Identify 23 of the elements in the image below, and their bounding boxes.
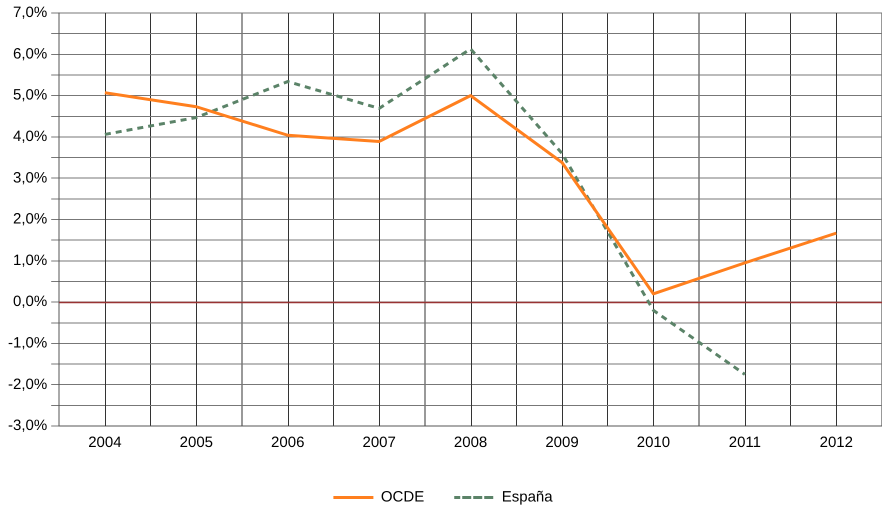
x-tick-label: 2009	[545, 434, 579, 452]
line-series	[103, 47, 746, 376]
y-tick-label: -2,0%	[8, 376, 48, 393]
x-tick-label: 2011	[728, 434, 761, 452]
y-tick-label: 1,0%	[12, 252, 48, 269]
x-tick-label: 2004	[88, 434, 122, 452]
y-tick-label: 2,0%	[12, 210, 48, 228]
x-tick-label: 2006	[271, 434, 304, 452]
x-tick-label: 2010	[636, 434, 670, 452]
y-tick-label: 6,0%	[12, 45, 48, 62]
y-tick-label: 5,0%	[12, 86, 48, 104]
x-tick-label: 2007	[362, 434, 396, 452]
y-tick-label: -1,0%	[8, 334, 48, 352]
y-tick-label: 7,0%	[12, 4, 48, 22]
legend-label: OCDE	[380, 488, 424, 506]
y-tick-label: 4,0%	[12, 128, 48, 146]
x-tick-label: 2008	[454, 434, 488, 452]
y-tick-label: -3,0%	[8, 417, 48, 434]
x-tick-label: 2012	[820, 434, 853, 452]
legend-label: España	[502, 488, 554, 506]
x-tick-label: 2005	[180, 434, 214, 452]
y-tick-label: 0,0%	[12, 293, 48, 310]
y-tick-label: 3,0%	[12, 169, 48, 186]
